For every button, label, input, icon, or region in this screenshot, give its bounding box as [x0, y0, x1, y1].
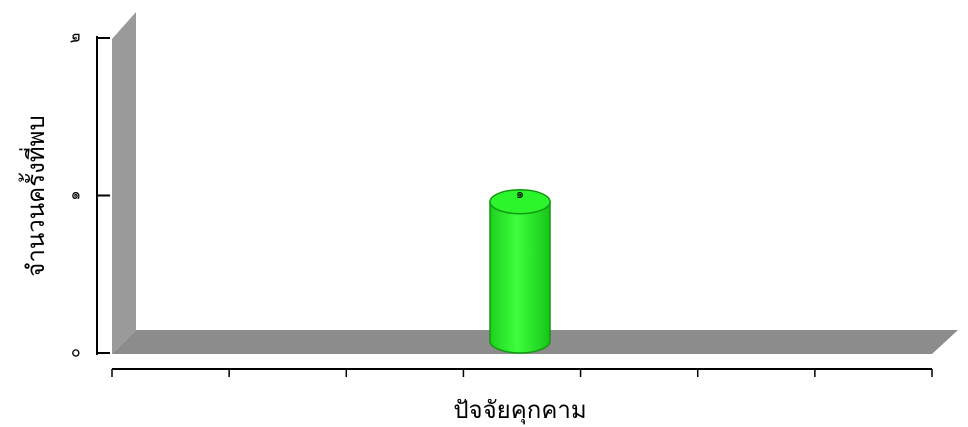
x-axis-ticks — [111, 369, 933, 377]
bar-top-0 — [489, 189, 551, 215]
y-tick-label-0: ๐ — [65, 348, 84, 358]
x-axis-title: ปัจจัยคุกคาม — [453, 396, 586, 425]
bar-body-0 — [489, 201, 551, 354]
bar-series: ๑ — [489, 187, 551, 354]
chart-back-wall — [112, 12, 136, 354]
y-tick-label-2: ๒ — [65, 33, 84, 44]
y-axis-ticks — [97, 37, 110, 354]
bar-data-label-0: ๑ — [516, 187, 524, 202]
y-tick-label-1: ๑ — [65, 190, 84, 200]
y-axis-tick-labels: ๐ ๑ ๒ — [65, 33, 84, 358]
y-axis-title: จำนวนครั้งที่พบ — [18, 115, 50, 276]
